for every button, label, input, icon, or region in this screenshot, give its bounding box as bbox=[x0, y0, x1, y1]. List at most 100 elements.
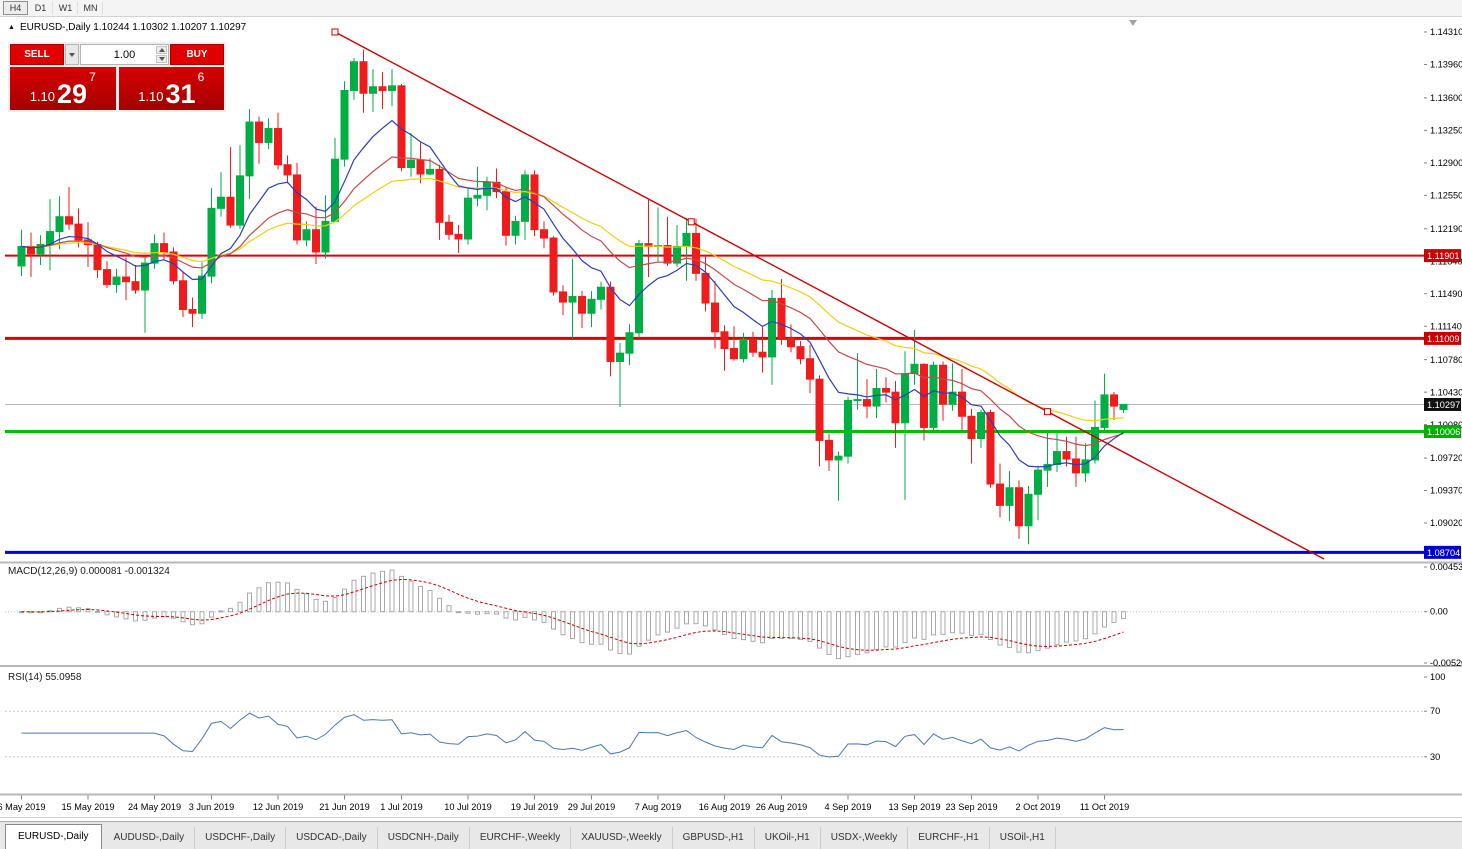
timeframe-d1-button[interactable]: D1 bbox=[28, 1, 53, 15]
candles-layer bbox=[17, 49, 1128, 545]
chart-tab-eurusd-daily[interactable]: EURUSD-,Daily bbox=[5, 824, 102, 849]
svg-text:1.12900: 1.12900 bbox=[1430, 158, 1462, 168]
timeframe-w1-button[interactable]: W1 bbox=[53, 1, 78, 15]
date-axis[interactable]: 6 May 2019 15 May 2019 24 May 2019 3 Jun 20… bbox=[0, 795, 1129, 813]
buy-price-main: 31 bbox=[165, 79, 196, 110]
volume-decrease-button[interactable] bbox=[156, 55, 167, 63]
chart-tab-usdchf-daily[interactable]: USDCHF-,Daily bbox=[195, 827, 287, 849]
chart-tab-eurchf-weekly[interactable]: EURCHF-,Weekly bbox=[470, 827, 572, 849]
chevron-down-icon bbox=[158, 57, 165, 61]
svg-text:1.10780: 1.10780 bbox=[1430, 355, 1462, 365]
svg-text:100: 100 bbox=[1430, 672, 1445, 682]
svg-text:1.13250: 1.13250 bbox=[1430, 126, 1462, 136]
svg-text:7 Aug 2019: 7 Aug 2019 bbox=[635, 802, 682, 812]
svg-text:12 Jun 2019: 12 Jun 2019 bbox=[253, 802, 304, 812]
svg-text:1.10297: 1.10297 bbox=[1427, 400, 1460, 410]
panel-separators[interactable] bbox=[0, 561, 1462, 818]
svg-text:1.11490: 1.11490 bbox=[1430, 289, 1462, 299]
svg-text:23 Sep 2019: 23 Sep 2019 bbox=[945, 802, 997, 812]
svg-text:19 Jul 2019: 19 Jul 2019 bbox=[511, 802, 559, 812]
buy-price-pip: 6 bbox=[197, 70, 205, 84]
svg-text:1.10430: 1.10430 bbox=[1430, 387, 1462, 397]
chart-shift-marker-icon[interactable] bbox=[1129, 20, 1137, 26]
timeframe-mn-button[interactable]: MN bbox=[78, 1, 103, 15]
svg-text:21 Jun 2019: 21 Jun 2019 bbox=[319, 802, 370, 812]
buy-price-prefix: 1.10 bbox=[138, 89, 164, 104]
volume-dropdown-button[interactable] bbox=[65, 44, 79, 65]
price-scale[interactable]: 1.14310 1.13960 1.13600 1.13250 1.12900 1.125… bbox=[1424, 27, 1462, 762]
rsi-panel bbox=[5, 710, 1424, 758]
svg-text:0.004536: 0.004536 bbox=[1430, 562, 1462, 572]
chart-tab-eurchf-h1[interactable]: EURCHF-,H1 bbox=[908, 827, 990, 849]
chart-header: ▲ EURUSD-,Daily 1.10244 1.10302 1.10207 … bbox=[8, 22, 246, 33]
chart-tab-xauusd-weekly[interactable]: XAUUSD-,Weekly bbox=[571, 827, 673, 849]
macd-indicator-label: MACD(12,26,9) 0.000081 -0.001324 bbox=[8, 566, 170, 577]
moving-average-lines bbox=[21, 119, 1124, 468]
buy-price-display[interactable]: 1.10 31 6 bbox=[118, 67, 224, 110]
svg-text:1.12550: 1.12550 bbox=[1430, 191, 1462, 201]
chart-tab-usdx-weekly[interactable]: USDX-,Weekly bbox=[821, 827, 909, 849]
svg-text:1.10006: 1.10006 bbox=[1427, 427, 1460, 437]
chart-tab-bar: EURUSD-,Daily AUDUSD-,Daily USDCHF-,Daily U… bbox=[0, 821, 1462, 849]
sell-price-pip: 7 bbox=[89, 70, 96, 84]
svg-text:1.12190: 1.12190 bbox=[1430, 224, 1462, 234]
sell-price-main: 29 bbox=[57, 79, 88, 110]
symbol-arrow-icon: ▲ bbox=[8, 24, 15, 31]
svg-text:10 Jul 2019: 10 Jul 2019 bbox=[444, 802, 492, 812]
svg-text:0.00: 0.00 bbox=[1430, 607, 1448, 617]
svg-text:70: 70 bbox=[1430, 706, 1440, 716]
svg-text:1.09020: 1.09020 bbox=[1430, 518, 1462, 528]
chart-ohlc-text: EURUSD-,Daily 1.10244 1.10302 1.10207 1.… bbox=[19, 22, 247, 33]
svg-text:1.11901: 1.11901 bbox=[1427, 251, 1460, 261]
svg-text:1.09370: 1.09370 bbox=[1430, 486, 1462, 496]
chart-tab-usoil-h1[interactable]: USOil-,H1 bbox=[990, 827, 1056, 849]
volume-input[interactable]: 1.00 bbox=[80, 44, 169, 65]
macd-panel bbox=[5, 569, 1424, 660]
chart-tab-audusd-daily[interactable]: AUDUSD-,Daily bbox=[104, 827, 196, 849]
chart-tab-usdcad-daily[interactable]: USDCAD-,Daily bbox=[286, 827, 378, 849]
descending-trendline[interactable] bbox=[331, 28, 1325, 560]
svg-text:1.11009: 1.11009 bbox=[1427, 334, 1460, 344]
svg-text:1.13600: 1.13600 bbox=[1430, 93, 1462, 103]
sell-price-prefix: 1.10 bbox=[29, 89, 56, 104]
svg-text:1.08704: 1.08704 bbox=[1427, 548, 1460, 558]
svg-text:30: 30 bbox=[1430, 752, 1440, 762]
svg-text:1.09720: 1.09720 bbox=[1430, 453, 1462, 463]
svg-text:1.10080: 1.10080 bbox=[1430, 420, 1462, 430]
chevron-up-icon bbox=[158, 48, 165, 52]
svg-text:1.13960: 1.13960 bbox=[1430, 60, 1462, 70]
svg-text:3 Jun 2019: 3 Jun 2019 bbox=[189, 802, 234, 812]
chart-tab-usdcnh-daily[interactable]: USDCNH-,Daily bbox=[378, 827, 470, 849]
svg-text:2 Oct 2019: 2 Oct 2019 bbox=[1016, 802, 1061, 812]
svg-text:-0.005205: -0.005205 bbox=[1430, 658, 1462, 668]
timeframe-toolbar: H4 D1 W1 MN bbox=[0, 0, 1462, 17]
svg-text:15 May 2019: 15 May 2019 bbox=[61, 802, 114, 812]
volume-value: 1.00 bbox=[113, 48, 136, 61]
svg-text:1 Jul 2019: 1 Jul 2019 bbox=[380, 802, 422, 812]
svg-text:13 Sep 2019: 13 Sep 2019 bbox=[888, 802, 940, 812]
volume-increase-button[interactable] bbox=[156, 46, 167, 54]
rsi-indicator-label: RSI(14) 55.0958 bbox=[8, 672, 82, 683]
svg-text:1.11140: 1.11140 bbox=[1430, 321, 1462, 331]
svg-text:11 Oct 2019: 11 Oct 2019 bbox=[1080, 802, 1129, 812]
trendline-handle[interactable] bbox=[331, 28, 339, 36]
svg-text:16 Aug 2019: 16 Aug 2019 bbox=[699, 802, 751, 812]
chevron-down-icon bbox=[69, 52, 75, 57]
svg-text:6 May 2019: 6 May 2019 bbox=[0, 802, 46, 812]
sell-price-display[interactable]: 1.10 29 7 bbox=[10, 67, 116, 110]
svg-text:29 Jul 2019: 29 Jul 2019 bbox=[568, 802, 616, 812]
trendline-handle[interactable] bbox=[687, 218, 695, 226]
chart-tab-ukoil-h1[interactable]: UKOil-,H1 bbox=[755, 827, 821, 849]
svg-text:24 May 2019: 24 May 2019 bbox=[128, 802, 181, 812]
svg-text:26 Aug 2019: 26 Aug 2019 bbox=[756, 802, 808, 812]
chart-tab-gbpusd-h1[interactable]: GBPUSD-,H1 bbox=[673, 827, 755, 849]
one-click-trade-panel: SELL 1.00 BUY 1.10 29 7 1.10 31 6 bbox=[8, 42, 226, 112]
svg-text:1.14310: 1.14310 bbox=[1430, 27, 1462, 37]
sell-button[interactable]: SELL bbox=[10, 44, 64, 65]
timeframe-h4-button[interactable]: H4 bbox=[3, 1, 28, 15]
svg-text:4 Sep 2019: 4 Sep 2019 bbox=[824, 802, 871, 812]
trendline-handle[interactable] bbox=[1044, 408, 1051, 416]
buy-button[interactable]: BUY bbox=[170, 44, 224, 65]
